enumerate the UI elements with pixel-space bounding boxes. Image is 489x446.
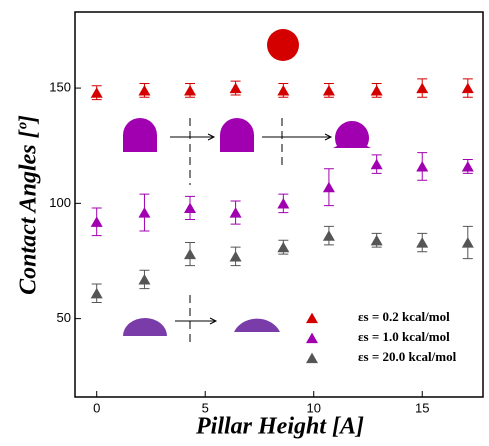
marker (229, 250, 242, 262)
plot-frame (74, 11, 484, 398)
legend-label: εs = 1.0 kcal/mol (358, 329, 450, 344)
legend-marker (306, 312, 318, 324)
arrows (170, 118, 333, 345)
legend-marker (306, 352, 318, 364)
marker (461, 237, 474, 248)
marker (229, 207, 242, 218)
y-tick-label: 50 (57, 310, 71, 325)
marker (416, 161, 429, 172)
y-axis-label: Contact Angles [º] (16, 115, 42, 295)
x-tick-label: 0 (93, 400, 100, 415)
marker (322, 84, 335, 96)
x-tick-label: 15 (415, 400, 429, 415)
marker (184, 84, 197, 96)
marker (370, 158, 383, 170)
legend-marker (306, 332, 318, 344)
marker (90, 216, 103, 227)
legend-label: εs = 20.0 kcal/mol (358, 349, 457, 364)
marker (277, 197, 290, 209)
marker (416, 82, 429, 94)
legend-label: εs = 0.2 kcal/mol (358, 309, 450, 324)
marker (184, 202, 197, 214)
marker (90, 287, 103, 299)
marker (322, 181, 335, 193)
x-axis-label: Pillar Height [A] (195, 414, 364, 440)
marker (138, 207, 151, 218)
marker (416, 237, 429, 248)
marker (138, 274, 151, 285)
marker (138, 84, 151, 96)
illustration (123, 29, 371, 336)
marker (90, 87, 103, 98)
marker (370, 84, 383, 96)
marker (277, 84, 290, 96)
marker (370, 234, 383, 246)
x-tick-label: 10 (306, 400, 320, 415)
marker (322, 230, 335, 241)
marker (277, 241, 290, 253)
marker (184, 248, 197, 260)
marker (461, 82, 474, 94)
y-tick-label: 150 (49, 80, 71, 95)
marker (461, 161, 474, 172)
x-tick-label: 5 (202, 400, 209, 415)
marker (229, 82, 242, 94)
y-tick-label: 100 (49, 195, 71, 210)
